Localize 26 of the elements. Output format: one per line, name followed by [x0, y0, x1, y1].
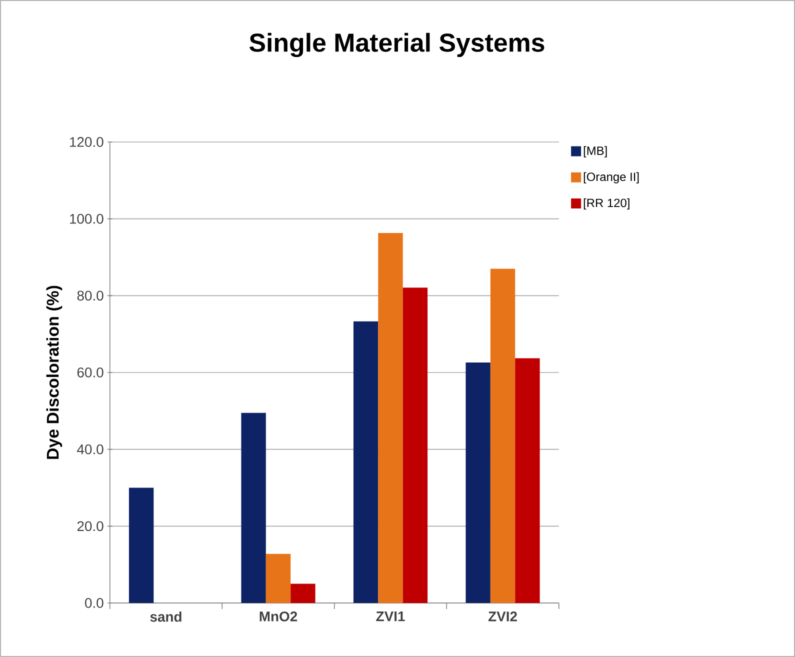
legend-label: [MB]	[584, 146, 607, 158]
y-tick-label: 0.0	[85, 598, 104, 608]
y-tick-label: 40.0	[77, 444, 104, 454]
chart-title: Single Material Systems	[249, 32, 544, 58]
bar	[353, 321, 378, 603]
x-tick-label: ZVI2	[488, 612, 517, 622]
bar	[266, 554, 291, 603]
bar	[402, 288, 428, 603]
bar	[490, 268, 516, 603]
x-tick-label: ZVI1	[376, 612, 405, 622]
y-tick-label: 80.0	[77, 290, 104, 301]
bar	[466, 362, 490, 603]
legend-label: [Orange II]	[584, 172, 639, 184]
bar	[241, 412, 266, 603]
x-tick-label: sand	[150, 612, 182, 622]
y-tick-label: 20.0	[77, 521, 104, 532]
y-tick-label: 60.0	[77, 368, 104, 378]
legend-label: [RR 120]	[584, 198, 630, 210]
y-tick-label: 120.0	[70, 137, 104, 147]
bar	[128, 488, 154, 603]
bar	[290, 584, 316, 603]
y-tick-label: 100.0	[70, 214, 104, 224]
bar	[378, 233, 403, 603]
bar	[515, 358, 540, 603]
x-tick-label: MnO2	[260, 612, 298, 622]
y-axis-title: Dye Discoloration (%)	[46, 286, 62, 459]
